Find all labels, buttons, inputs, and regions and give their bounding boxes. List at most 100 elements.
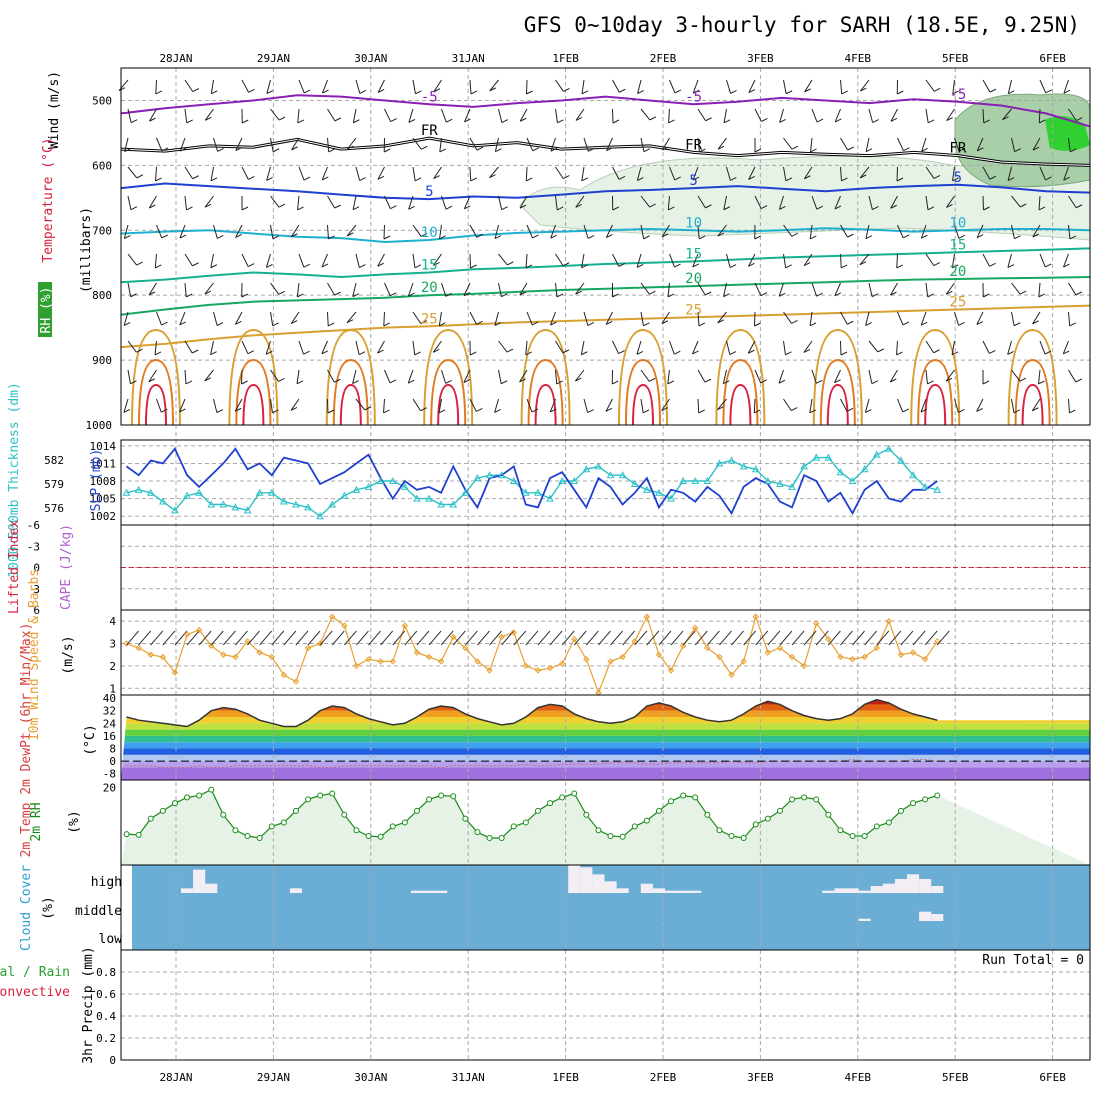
wind-speed-point <box>619 653 626 661</box>
surface-wind-barb <box>803 630 817 646</box>
isotherm-label: 10 <box>949 215 966 231</box>
wind-barb-flag <box>556 206 564 211</box>
thickness-point <box>255 488 264 496</box>
surface-wind-barb <box>452 630 466 646</box>
thickness-point <box>413 494 421 502</box>
wind-barb-flag <box>989 88 997 93</box>
wind-barb-flag <box>877 348 885 353</box>
rh-point <box>837 827 844 834</box>
wind-barb-flag <box>840 351 848 356</box>
wind-barb-flag <box>934 87 941 92</box>
wind-barb-flag <box>191 349 199 354</box>
wind-speed-point <box>401 622 409 629</box>
wind-barb <box>1039 340 1046 355</box>
warm-cell-contour <box>722 358 759 426</box>
wind-barb-flag <box>563 88 570 92</box>
isotherm-label: 20 <box>421 280 438 296</box>
wind-barb-flag <box>723 119 731 124</box>
wind-barb-flag <box>185 380 193 385</box>
rh-legend-swatch <box>38 282 52 337</box>
wind-barb-flag <box>865 148 873 153</box>
wind-barb-flag <box>446 118 453 123</box>
wind-barb-flag <box>785 351 792 356</box>
thickness-point <box>267 488 276 496</box>
wind-barb <box>946 108 955 121</box>
thickness-point <box>570 476 579 485</box>
surface-wind-barb <box>900 630 914 646</box>
wind-barb <box>489 79 499 92</box>
wind-barb <box>667 282 670 297</box>
wind-barb <box>810 137 813 152</box>
date-label-bottom: 3FEB <box>747 1071 774 1084</box>
slp-ylabel: SLP (mb) <box>89 449 104 512</box>
wind-barb-flag <box>643 322 650 327</box>
wind-barb <box>555 195 558 210</box>
wind-barb <box>636 166 642 181</box>
wind-barb-flag <box>816 205 824 210</box>
wind-barb <box>234 311 243 325</box>
wind-barb <box>575 108 585 121</box>
rh-point <box>764 815 771 822</box>
wind-barb <box>213 398 218 413</box>
temp-tick-label: 24 <box>103 717 117 730</box>
wind-barb-flag <box>1032 233 1040 238</box>
wind-barb-flag <box>519 291 527 296</box>
wind-speed-point <box>171 669 179 676</box>
wind-speed-point <box>934 638 941 645</box>
wind-barb-flag <box>841 264 848 269</box>
thickness-point <box>582 465 591 473</box>
rh-point <box>631 823 638 830</box>
wind-speed-point <box>183 631 191 638</box>
wind-barb <box>291 137 300 151</box>
wind-barb <box>441 195 447 210</box>
wind-barb-flag <box>847 146 854 151</box>
wind-barb-flag <box>698 235 706 240</box>
wind-barb-flag <box>667 380 675 385</box>
wind-barb-flag <box>476 146 484 151</box>
wind-barb <box>408 108 414 123</box>
wind-barb-flag <box>1045 89 1052 94</box>
thickness-point <box>824 453 833 461</box>
wind-barb-flag <box>1038 206 1046 211</box>
warm-cell-contour <box>924 383 947 426</box>
wind-barb-flag <box>674 176 681 181</box>
wind-barb-flag <box>637 90 644 95</box>
rh-point <box>159 807 166 814</box>
wind-barb-flag <box>618 175 626 180</box>
surface-wind-barb <box>598 630 611 646</box>
wind-barb <box>834 108 841 123</box>
wind-barb-flag <box>920 408 928 413</box>
wind-barb-flag <box>390 205 397 210</box>
wind-barb-flag <box>785 177 793 182</box>
date-label-bottom: 6FEB <box>1039 1071 1066 1084</box>
wind-barb-flag <box>791 407 798 412</box>
wind-barb-flag <box>148 378 156 383</box>
wind-barb <box>925 253 935 266</box>
wind-barb-flag <box>420 233 428 237</box>
wind-barb-flag <box>575 117 583 121</box>
wind-barb <box>640 224 645 239</box>
wind-barb <box>1062 340 1069 355</box>
rh-point <box>292 807 299 814</box>
wind-barb <box>982 166 991 180</box>
precip-tick-label: 0.6 <box>96 988 116 1001</box>
thickness-point <box>558 476 566 485</box>
wind-barb-flag <box>804 175 811 180</box>
date-label-top: 6FEB <box>1039 52 1066 65</box>
wind-barb-flag <box>976 408 983 412</box>
cloud-bar <box>181 888 194 893</box>
wind-barb <box>864 398 870 413</box>
wind-barb-flag <box>210 177 218 182</box>
wind-barb <box>148 282 157 296</box>
wind-barb <box>723 195 727 210</box>
wind-barb-flag <box>841 177 848 182</box>
isotherm-label: FR <box>421 123 438 139</box>
wind-barb <box>951 253 955 268</box>
wind-barb-flag <box>123 322 131 326</box>
thickness-point <box>546 494 554 502</box>
wind-speed-point <box>389 658 396 665</box>
wind-barb-flag <box>897 90 904 95</box>
wind-barb-flag <box>872 206 879 211</box>
precip-ylabel: 3hr Precip (mm) <box>81 946 96 1063</box>
thickness-point <box>425 494 433 502</box>
